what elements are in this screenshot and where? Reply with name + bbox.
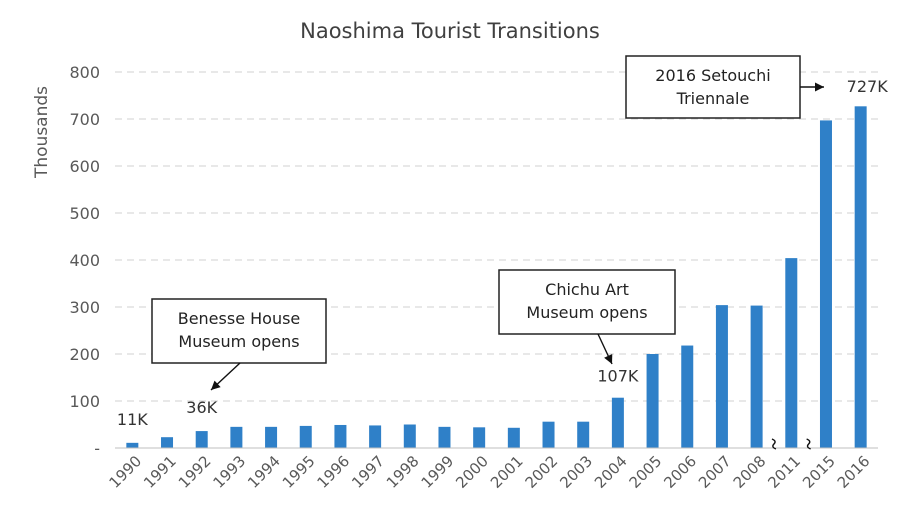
annotation-box (625, 55, 801, 119)
y-tick-label: 200 (69, 345, 100, 364)
y-tick-label: 800 (69, 63, 100, 82)
bar-2016 (854, 106, 867, 448)
x-tick-label: 2002 (522, 452, 562, 492)
bars (126, 106, 867, 448)
x-tick-label: 1990 (105, 452, 145, 492)
y-tick-label: 500 (69, 204, 100, 223)
data-label: 107K (597, 367, 639, 386)
axis-break-mark (806, 438, 811, 450)
y-axis-label: Thousands (32, 86, 52, 179)
x-tick-label: 2008 (730, 452, 770, 492)
y-tick-label: 700 (69, 110, 100, 129)
annotation-text: Benesse House (178, 309, 301, 328)
annotation-text: Museum opens (178, 332, 299, 351)
bar-1994 (265, 426, 278, 448)
y-tick-label: 100 (69, 392, 100, 411)
axis-break-mark (771, 438, 777, 450)
bar-2008 (750, 305, 763, 448)
annotation-text: Museum opens (526, 303, 647, 322)
x-tick-label: 2000 (452, 452, 492, 492)
bar-2007 (715, 305, 728, 448)
y-tick-label: 600 (69, 157, 100, 176)
annotation-callout: 2016 Setouchi Triennale (625, 55, 824, 119)
bar-2001 (507, 427, 520, 448)
arrow-head (815, 82, 824, 92)
data-labels: 11K 36K 107K 727K (117, 77, 888, 429)
x-tick-label: 1999 (418, 452, 458, 492)
x-tick-label: 2007 (695, 452, 735, 492)
data-label: 727K (847, 77, 889, 96)
x-tick-label: 1993 (209, 452, 249, 492)
bar-1999 (438, 426, 451, 448)
bar-2015 (819, 120, 832, 448)
y-tick-label: 400 (69, 251, 100, 270)
bar-2005 (646, 354, 659, 448)
arrow-head (604, 353, 613, 364)
x-tick-label: 1997 (348, 452, 388, 492)
x-tick-label: 2006 (660, 452, 700, 492)
bar-1992 (195, 431, 208, 448)
x-tick-label: 2003 (556, 452, 596, 492)
axis-breaks (771, 438, 811, 450)
chart-title: Naoshima Tourist Transitions (300, 19, 600, 43)
bar-2003 (577, 421, 590, 448)
arrow-head (211, 380, 221, 390)
y-tick-label: - (94, 439, 100, 458)
x-tick-label: 1994 (244, 452, 284, 492)
x-tick-label: 1996 (314, 452, 354, 492)
bar-2011 (785, 258, 798, 448)
annotation-box (498, 269, 676, 335)
annotation-text: Triennale (676, 89, 750, 108)
annotation-box (151, 298, 327, 364)
bar-1993 (230, 426, 243, 448)
bar-1998 (403, 424, 416, 448)
x-tick-label: 2004 (591, 452, 631, 492)
bar-1990 (126, 442, 139, 448)
data-label: 36K (186, 398, 217, 417)
x-tick-label: 1991 (140, 452, 180, 492)
annotation-text: Chichu Art (545, 280, 629, 299)
bar-1996 (334, 424, 347, 448)
y-axis-ticks: - 100 200 300 400 500 600 700 800 (69, 63, 100, 458)
x-axis-ticks: 1990199119921993199419951996199719981999… (105, 452, 873, 492)
bar-1991 (161, 437, 174, 448)
x-tick-label: 2011 (764, 452, 804, 492)
x-tick-label: 1998 (383, 452, 423, 492)
x-tick-label: 2005 (626, 452, 666, 492)
annotation-callout: Benesse House Museum opens (151, 298, 327, 391)
bar-2000 (473, 427, 486, 448)
bar-1995 (299, 425, 312, 448)
annotation-text: 2016 Setouchi (655, 66, 770, 85)
bar-2002 (542, 421, 555, 448)
annotation-callout: Chichu Art Museum opens (498, 269, 676, 365)
x-tick-label: 1992 (175, 452, 215, 492)
bar-2004 (611, 397, 624, 448)
x-tick-label: 1995 (279, 452, 319, 492)
bar-1997 (369, 425, 382, 448)
x-tick-label: 2016 (834, 452, 874, 492)
bar-2006 (681, 345, 694, 448)
annotations: Benesse House Museum opens Chichu Art Museu… (151, 55, 824, 391)
y-tick-label: 300 (69, 298, 100, 317)
x-tick-label: 2001 (487, 452, 527, 492)
data-label: 11K (117, 410, 148, 429)
x-tick-label: 2015 (799, 452, 839, 492)
